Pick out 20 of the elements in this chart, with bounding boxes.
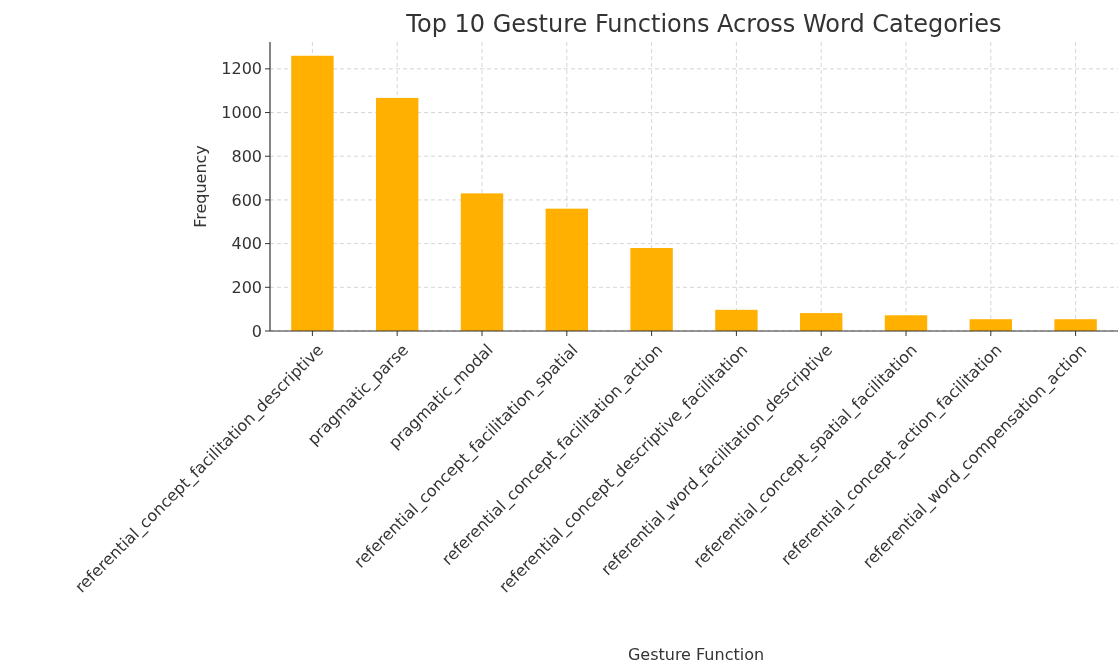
y-axis-title: Frequency <box>191 145 210 228</box>
y-tick-label: 1200 <box>221 59 262 79</box>
y-tick-label: 800 <box>231 146 262 166</box>
y-tick-label: 1000 <box>221 103 262 123</box>
y-tick-label: 400 <box>231 234 262 254</box>
x-axis-title: Gesture Function <box>627 645 765 664</box>
bar <box>460 193 504 331</box>
bar <box>376 97 419 331</box>
bar <box>545 208 588 331</box>
bar <box>1054 319 1097 331</box>
y-tick-label: 200 <box>231 277 262 297</box>
bar <box>291 55 334 331</box>
chart-title: Top 10 Gesture Functions Across Word Categories <box>405 10 1002 38</box>
bar <box>969 319 1012 331</box>
bar <box>800 313 843 331</box>
bar <box>630 247 673 331</box>
bar <box>715 309 758 331</box>
bar <box>884 315 928 331</box>
y-tick-label: 600 <box>231 190 262 210</box>
y-tick-label: 0 <box>251 321 262 341</box>
